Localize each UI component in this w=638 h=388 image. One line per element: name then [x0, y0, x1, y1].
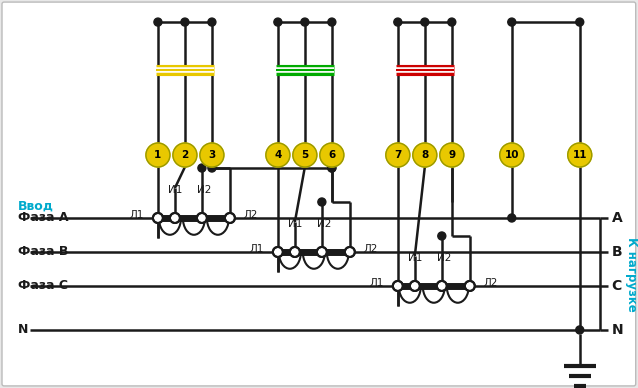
Circle shape [320, 143, 344, 167]
Circle shape [208, 18, 216, 26]
Circle shape [386, 143, 410, 167]
Circle shape [440, 143, 464, 167]
Text: Ввод: Ввод [18, 199, 54, 213]
Circle shape [301, 18, 309, 26]
Text: К нагрузке: К нагрузке [625, 237, 638, 311]
Circle shape [500, 143, 524, 167]
Text: Л1: Л1 [249, 244, 264, 254]
Circle shape [421, 18, 429, 26]
Text: Л2: Л2 [364, 244, 378, 254]
Circle shape [318, 198, 326, 206]
Text: 11: 11 [572, 150, 587, 160]
Circle shape [200, 143, 224, 167]
Text: 9: 9 [449, 150, 456, 160]
Text: Л1: Л1 [130, 210, 144, 220]
Text: Фаза B: Фаза B [18, 246, 68, 258]
Text: A: A [612, 211, 623, 225]
Circle shape [345, 247, 355, 257]
Circle shape [293, 143, 317, 167]
Circle shape [154, 18, 162, 26]
Text: Фаза A: Фаза A [18, 211, 68, 225]
Circle shape [393, 281, 403, 291]
Circle shape [437, 281, 447, 291]
Circle shape [181, 18, 189, 26]
Text: N: N [612, 323, 623, 337]
Circle shape [173, 143, 197, 167]
Circle shape [508, 214, 516, 222]
Text: 1: 1 [154, 150, 161, 160]
Circle shape [328, 164, 336, 172]
Circle shape [575, 326, 584, 334]
Circle shape [508, 18, 516, 26]
Circle shape [198, 164, 206, 172]
Text: N: N [18, 324, 28, 336]
Circle shape [328, 164, 336, 172]
Text: 3: 3 [208, 150, 216, 160]
Circle shape [465, 281, 475, 291]
Circle shape [274, 18, 282, 26]
Text: Фаза C: Фаза C [18, 279, 68, 293]
Text: B: B [612, 245, 622, 259]
Text: 10: 10 [505, 150, 519, 160]
Text: И2: И2 [436, 253, 451, 263]
Circle shape [266, 143, 290, 167]
Text: Л1: Л1 [369, 278, 384, 288]
Text: 5: 5 [301, 150, 309, 160]
Text: И2: И2 [197, 185, 211, 195]
Text: C: C [612, 279, 622, 293]
Circle shape [290, 247, 300, 257]
Text: 8: 8 [421, 150, 429, 160]
Text: Л2: Л2 [244, 210, 258, 220]
Text: И2: И2 [316, 219, 331, 229]
Circle shape [568, 143, 591, 167]
Text: И1: И1 [408, 253, 422, 263]
Text: И1: И1 [288, 219, 302, 229]
Circle shape [273, 247, 283, 257]
Circle shape [438, 232, 446, 240]
Circle shape [146, 143, 170, 167]
Text: 6: 6 [328, 150, 336, 160]
Circle shape [394, 18, 402, 26]
Circle shape [575, 18, 584, 26]
Circle shape [208, 164, 216, 172]
Circle shape [410, 281, 420, 291]
Circle shape [328, 18, 336, 26]
Circle shape [317, 247, 327, 257]
Circle shape [197, 213, 207, 223]
Text: Л2: Л2 [484, 278, 498, 288]
Circle shape [153, 213, 163, 223]
Text: 2: 2 [181, 150, 189, 160]
Text: 4: 4 [274, 150, 281, 160]
Text: И1: И1 [168, 185, 182, 195]
Circle shape [170, 213, 180, 223]
Circle shape [413, 143, 437, 167]
Text: 7: 7 [394, 150, 401, 160]
Circle shape [448, 18, 456, 26]
Circle shape [225, 213, 235, 223]
